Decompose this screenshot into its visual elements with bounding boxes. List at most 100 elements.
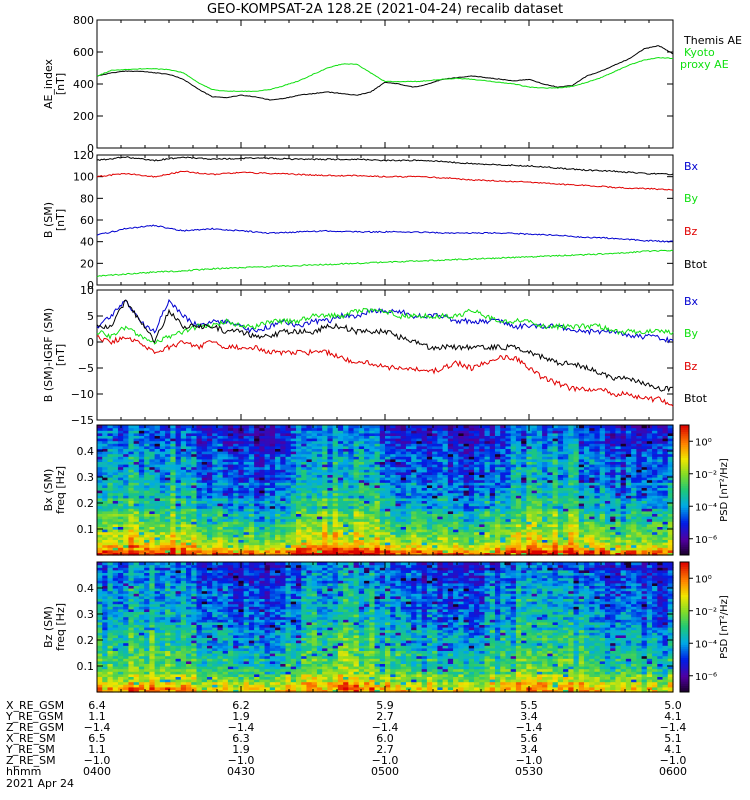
heatmap-cell xyxy=(285,521,292,525)
heatmap-cell xyxy=(102,495,109,499)
heatmap-cell xyxy=(583,497,590,501)
heatmap-cell xyxy=(107,477,114,481)
heatmap-cell xyxy=(269,448,276,452)
heatmap-cell xyxy=(112,529,119,533)
heatmap-cell xyxy=(547,497,554,501)
heatmap-cell xyxy=(641,445,648,449)
heatmap-cell xyxy=(594,490,601,494)
heatmap-cell xyxy=(652,495,658,499)
heatmap-cell xyxy=(484,513,491,517)
heatmap-cell xyxy=(442,510,449,514)
heatmap-cell xyxy=(222,500,229,504)
heatmap-cell xyxy=(484,458,491,462)
heatmap-cell xyxy=(175,544,182,548)
heatmap-cell xyxy=(295,487,302,491)
heatmap-cell xyxy=(149,445,156,449)
heatmap-cell xyxy=(191,549,198,553)
heatmap-cell xyxy=(589,451,596,455)
heatmap-cell xyxy=(186,542,192,546)
heatmap-cell xyxy=(201,484,208,488)
heatmap-cell xyxy=(343,531,349,535)
heatmap-cell xyxy=(620,471,627,475)
heatmap-cell xyxy=(222,531,229,535)
heatmap-cell xyxy=(662,466,669,470)
heatmap-cell xyxy=(165,461,171,465)
heatmap-cell xyxy=(542,549,548,553)
heatmap-cell xyxy=(573,471,580,475)
heatmap-cell xyxy=(285,479,292,483)
heatmap-cell xyxy=(657,448,664,452)
heatmap-cell xyxy=(353,510,360,514)
heatmap-cell xyxy=(212,536,219,540)
heatmap-cell xyxy=(290,500,297,504)
heatmap-cell xyxy=(364,529,370,533)
heatmap-cell xyxy=(353,456,360,460)
heatmap-cell xyxy=(154,521,161,525)
heatmap-cell xyxy=(652,549,658,553)
heatmap-cell xyxy=(332,484,339,488)
heatmap-cell xyxy=(369,529,376,533)
heatmap-cell xyxy=(610,552,616,556)
heatmap-cell xyxy=(353,477,360,481)
heatmap-cell xyxy=(290,539,297,543)
heatmap-cell xyxy=(196,479,203,483)
heatmap-cell xyxy=(521,461,527,465)
heatmap-cell xyxy=(154,487,161,491)
heatmap-cell xyxy=(400,539,407,543)
heatmap-cell xyxy=(149,474,156,478)
heatmap-cell xyxy=(175,461,182,465)
heatmap-cell xyxy=(123,451,130,455)
heatmap-cell xyxy=(227,469,234,473)
heatmap-cell xyxy=(484,500,491,504)
heatmap-cell xyxy=(563,500,569,504)
heatmap-cell xyxy=(327,544,334,548)
heatmap-cell xyxy=(144,513,150,517)
heatmap-cell xyxy=(191,479,198,483)
heatmap-cell xyxy=(510,487,517,491)
heatmap-cell xyxy=(578,549,585,553)
heatmap-cell xyxy=(657,547,664,551)
heatmap-cell xyxy=(243,443,250,447)
heatmap-cell xyxy=(248,453,255,457)
heatmap-cell xyxy=(201,549,208,553)
heatmap-cell xyxy=(573,549,580,553)
heatmap-cell xyxy=(275,529,281,533)
heatmap-cell xyxy=(437,469,444,473)
heatmap-cell xyxy=(405,549,412,553)
heatmap-cell xyxy=(547,482,554,486)
heatmap-cell xyxy=(474,461,480,465)
heatmap-cell xyxy=(322,539,328,543)
heatmap-cell xyxy=(405,523,412,527)
heatmap-cell xyxy=(149,500,156,504)
heatmap-cell xyxy=(306,453,313,457)
heatmap-cell xyxy=(489,458,496,462)
heatmap-cell xyxy=(437,552,444,556)
heatmap-cell xyxy=(583,492,590,496)
heatmap-cell xyxy=(421,516,428,520)
heatmap-cell xyxy=(217,523,224,527)
heatmap-cell xyxy=(217,477,224,481)
heatmap-cell xyxy=(165,516,171,520)
heatmap-cell xyxy=(578,461,585,465)
heatmap-cell xyxy=(563,456,569,460)
heatmap-cell xyxy=(484,492,491,496)
heatmap-cell xyxy=(667,469,674,473)
heatmap-cell xyxy=(531,500,538,504)
heatmap-cell xyxy=(636,518,643,522)
heatmap-cell xyxy=(259,469,266,473)
heatmap-cell xyxy=(484,510,491,514)
heatmap-cell xyxy=(175,510,182,514)
heatmap-cell xyxy=(238,547,245,551)
heatmap-cell xyxy=(552,508,559,512)
heatmap-cell xyxy=(206,536,213,540)
heatmap-cell xyxy=(212,539,219,543)
heatmap-cell xyxy=(123,479,130,483)
heatmap-cell xyxy=(227,464,234,468)
heatmap-cell xyxy=(583,529,590,533)
heatmap-cell xyxy=(290,495,297,499)
heatmap-cell xyxy=(552,536,559,540)
heatmap-cell xyxy=(196,469,203,473)
heatmap-cell xyxy=(494,482,501,486)
heatmap-cell xyxy=(494,469,501,473)
heatmap-cell xyxy=(212,443,219,447)
